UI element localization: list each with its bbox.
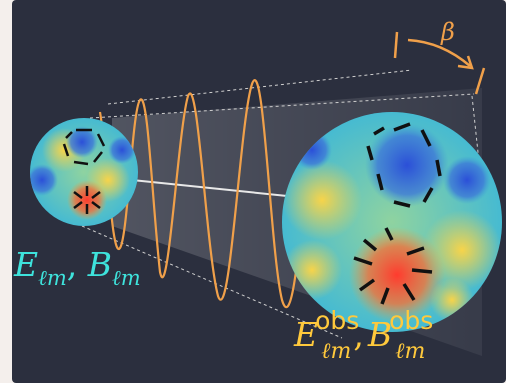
figure-panel: Eℓm, Bℓm Eobsℓm, Bobsℓm β <box>12 0 506 383</box>
emitted-b-symbol: B <box>87 245 113 284</box>
emitted-separator: , <box>66 245 78 284</box>
observed-e-symbol: E <box>294 315 319 354</box>
observed-e-superscript: obs <box>315 306 360 335</box>
rotation-angle-label: β <box>441 18 455 46</box>
emitted-b-subscript: ℓm <box>112 266 141 290</box>
observed-separator: , <box>353 315 364 354</box>
observed-b-symbol: B <box>367 315 393 354</box>
observed-modes-label: Eobs ℓm, Bobs ℓm <box>294 308 433 363</box>
emitted-e-subscript: ℓm <box>38 266 67 290</box>
emitted-e-mode-star <box>73 186 101 214</box>
observed-rotated-ring <box>366 122 442 208</box>
observed-rotated-star <box>353 227 433 305</box>
emitted-modes-label: Eℓm, Bℓm <box>14 245 141 289</box>
birefringence-diagram <box>30 31 502 356</box>
observed-cmb-map <box>282 112 502 332</box>
emitted-cmb-map <box>30 118 138 226</box>
observed-e-subscript: ℓm <box>321 339 352 364</box>
emitted-e-symbol: E <box>14 245 39 284</box>
rotation-arrow <box>393 31 486 95</box>
observed-b-subscript: ℓm <box>395 339 426 364</box>
observed-b-superscript: obs <box>389 306 434 335</box>
emitted-e-mode-ring <box>62 128 106 166</box>
